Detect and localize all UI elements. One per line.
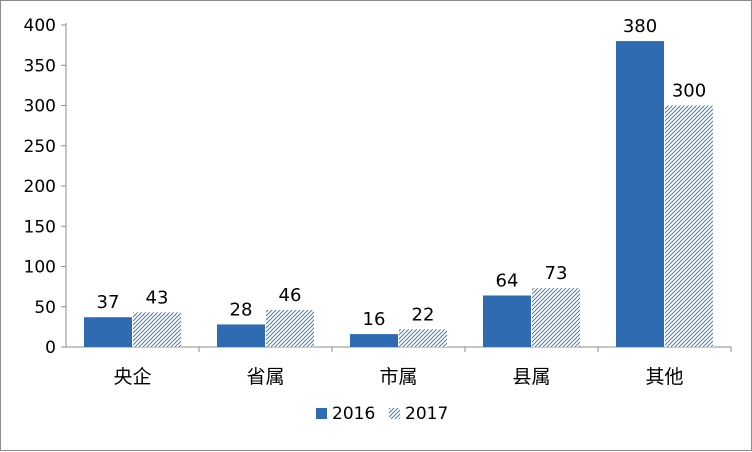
legend-label: 2016 [332, 404, 375, 424]
y-axis: 0 50 100 150 200 250 300 350 400 [24, 16, 67, 358]
data-labels: 37 43 28 46 16 22 64 73 380 300 [97, 16, 707, 330]
data-label: 64 [496, 270, 519, 291]
bar-2017-4 [665, 105, 713, 347]
y-tick-label: 400 [24, 16, 56, 36]
data-label: 37 [97, 292, 120, 313]
legend-swatch-2017 [389, 408, 400, 419]
bar-2017-1 [266, 309, 314, 347]
bar-2017-3 [532, 288, 580, 347]
y-tick-label: 350 [24, 56, 56, 76]
bar-2016-3 [483, 295, 531, 347]
y-tick-label: 250 [24, 137, 56, 157]
x-category-label: 省属 [246, 366, 284, 388]
y-tick-label: 300 [24, 97, 56, 117]
data-label: 43 [146, 287, 169, 308]
data-label: 16 [363, 309, 386, 330]
bars [84, 41, 713, 347]
data-label: 22 [412, 304, 435, 325]
y-tick-label: 0 [45, 338, 56, 358]
legend-label: 2017 [405, 404, 448, 424]
x-axis: 央企 省属 市属 县属 其他 [66, 346, 732, 388]
bar-2016-4 [616, 41, 664, 347]
legend-swatch-2016 [316, 408, 327, 419]
data-label: 300 [672, 81, 706, 102]
y-tick-label: 100 [24, 258, 56, 278]
x-category-label: 央企 [113, 366, 151, 388]
data-label: 73 [545, 263, 568, 284]
x-category-label: 市属 [379, 366, 417, 388]
bar-2016-2 [350, 334, 398, 347]
y-tick-label: 150 [24, 217, 56, 237]
bar-2016-0 [84, 317, 132, 347]
data-label: 46 [279, 285, 302, 306]
x-category-label: 县属 [512, 366, 550, 388]
bar-2017-2 [399, 329, 447, 347]
bar-2016-1 [217, 324, 265, 347]
y-tick-label: 50 [34, 298, 56, 318]
bar-2017-0 [133, 312, 181, 347]
x-category-label: 其他 [645, 366, 683, 388]
data-label: 28 [230, 299, 253, 320]
legend: 2016 2017 [316, 404, 448, 424]
data-label: 380 [623, 16, 657, 37]
y-tick-label: 200 [24, 177, 56, 197]
